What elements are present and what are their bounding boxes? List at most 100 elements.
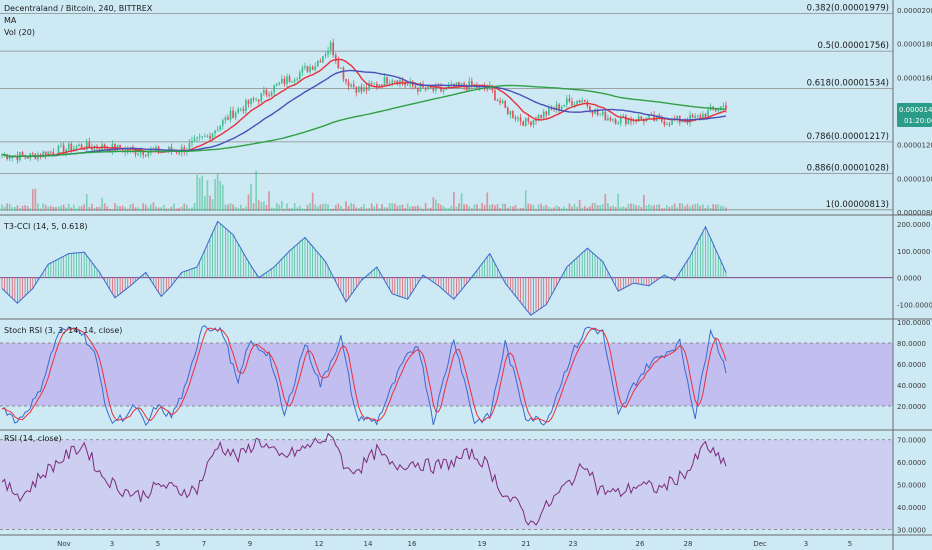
- candle-body: [188, 143, 191, 150]
- cci-line: [1, 220, 727, 316]
- volume-bar: [44, 204, 47, 211]
- candle-body: [565, 98, 568, 105]
- candle-body: [589, 106, 591, 112]
- candle-body: [293, 79, 296, 82]
- volume-bar: [1, 204, 3, 211]
- volume-bar: [496, 204, 499, 211]
- volume-bar: [39, 208, 42, 211]
- ma-label: MA: [4, 16, 17, 25]
- candle-body: [255, 99, 258, 101]
- candle-body: [720, 106, 722, 110]
- chart-title: Decentraland / Bitcoin, 240, BITTREX: [4, 4, 153, 13]
- candle-body: [622, 115, 625, 118]
- candle-body: [668, 123, 671, 125]
- volume-bar: [132, 203, 134, 211]
- candle-body: [699, 115, 702, 119]
- candle-body: [52, 152, 55, 155]
- candle-body: [16, 155, 19, 161]
- candle-body: [322, 56, 324, 63]
- volume-bar: [96, 206, 98, 211]
- volume-bar: [707, 205, 709, 211]
- cci-axis-tick: 200.0000: [897, 221, 930, 229]
- volume-bar: [576, 206, 578, 211]
- candle-body: [340, 67, 342, 69]
- price-axis-tick: 0.00000800: [897, 209, 932, 217]
- candle-body: [499, 100, 501, 103]
- volume-bar: [309, 203, 311, 211]
- volume-bar: [352, 203, 355, 211]
- candle-body: [512, 110, 514, 118]
- volume-bar: [224, 204, 227, 211]
- fib-level-label: 0.382(0.00001979): [807, 4, 889, 14]
- volume-bar: [306, 204, 309, 211]
- candle-body: [437, 85, 440, 87]
- volume-bar: [103, 203, 106, 211]
- candle-body: [607, 117, 609, 121]
- price-tag-value: 0.00001435: [899, 106, 932, 114]
- volume-bar: [522, 207, 525, 211]
- t3-cci-pane[interactable]: [0, 220, 893, 316]
- volume-bar: [532, 205, 535, 211]
- volume-bar: [614, 206, 617, 211]
- candle-body: [239, 108, 242, 110]
- rsi-pane[interactable]: [0, 432, 893, 530]
- volume-bar: [55, 207, 57, 211]
- candle-body: [460, 83, 463, 86]
- candle-body: [62, 145, 65, 154]
- volume-bar: [560, 208, 563, 211]
- volume-bar: [234, 206, 237, 211]
- volume-bar: [589, 206, 591, 211]
- cci-label: T3-CCI (14, 5, 0.618): [3, 222, 88, 231]
- candle-body: [401, 80, 404, 84]
- candle-body: [378, 84, 381, 87]
- volume-bar: [453, 192, 455, 211]
- candle-body: [576, 100, 578, 105]
- candle-body: [193, 138, 196, 141]
- candle-body: [429, 85, 432, 89]
- candle-body: [47, 151, 50, 157]
- candle-body: [553, 109, 555, 111]
- stoch-k-line: [1, 325, 727, 427]
- volume-bar: [460, 193, 463, 211]
- volume-bar: [263, 201, 265, 211]
- time-axis-tick: 3: [804, 540, 808, 548]
- stoch-rsi-pane[interactable]: [0, 325, 893, 427]
- candle-body: [221, 120, 224, 126]
- volume-bar: [481, 203, 483, 211]
- volume-bar: [581, 207, 584, 211]
- volume-bar: [178, 207, 180, 211]
- volume-bar: [126, 208, 129, 211]
- volume-bar: [119, 206, 121, 211]
- candle-body: [155, 146, 157, 150]
- candle-body: [684, 121, 686, 123]
- volume-bar: [67, 203, 70, 211]
- candle-body: [314, 66, 317, 70]
- candle-body: [542, 111, 545, 118]
- candle-body: [260, 92, 263, 102]
- candle-body: [191, 140, 193, 144]
- volume-bar: [527, 203, 530, 211]
- candle-body: [578, 100, 581, 103]
- candle-body: [309, 66, 311, 72]
- candle-body: [168, 147, 170, 152]
- volume-bar: [106, 206, 109, 211]
- candle-body: [345, 79, 347, 82]
- volume-bar: [558, 206, 560, 211]
- volume-bar: [550, 208, 553, 211]
- candle-body: [704, 113, 707, 118]
- price-pane[interactable]: 0.382(0.00001979) 0.5(0.00001756) 0.618(0.…: [0, 4, 893, 211]
- candle-body: [640, 116, 643, 119]
- candle-body: [337, 60, 340, 69]
- candle-body: [442, 89, 445, 92]
- volume-bar: [601, 204, 604, 211]
- volume-bar: [463, 204, 465, 211]
- volume-bar: [630, 203, 632, 211]
- volume-bar: [316, 206, 319, 211]
- volume-bar: [524, 190, 527, 211]
- candle-body: [237, 108, 240, 113]
- volume-bar: [142, 203, 145, 211]
- candle-body: [57, 145, 60, 156]
- volume-bar: [450, 206, 453, 211]
- candle-body: [501, 101, 504, 103]
